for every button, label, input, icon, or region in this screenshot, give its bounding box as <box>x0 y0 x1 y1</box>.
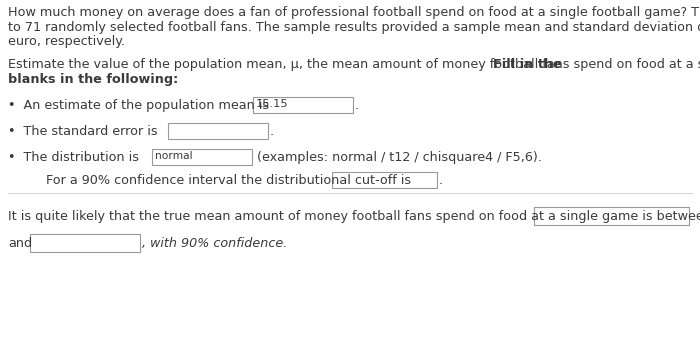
Text: .: . <box>270 125 274 138</box>
FancyBboxPatch shape <box>152 149 252 165</box>
FancyBboxPatch shape <box>168 123 268 139</box>
Text: Estimate the value of the population mean, μ, the mean amount of money football : Estimate the value of the population mea… <box>8 58 700 71</box>
Text: For a 90% confidence interval the distributional cut-off is: For a 90% confidence interval the distri… <box>30 174 411 187</box>
FancyBboxPatch shape <box>332 172 437 188</box>
FancyBboxPatch shape <box>534 207 689 225</box>
Text: , with 90% confidence.: , with 90% confidence. <box>142 237 287 249</box>
Text: (examples: normal / t12 / chisquare4 / F5,6).: (examples: normal / t12 / chisquare4 / F… <box>257 151 542 164</box>
Text: .: . <box>439 174 443 187</box>
Text: normal: normal <box>155 151 192 161</box>
Text: •  An estimate of the population mean is: • An estimate of the population mean is <box>8 99 273 112</box>
Text: euro, respectively.: euro, respectively. <box>8 35 125 48</box>
Text: to 71 randomly selected football fans. The sample results provided a sample mean: to 71 randomly selected football fans. T… <box>8 21 700 33</box>
Text: and: and <box>8 237 32 249</box>
Text: blanks in the following:: blanks in the following: <box>8 73 178 86</box>
Text: Fill in the: Fill in the <box>493 58 561 71</box>
Text: •  The standard error is: • The standard error is <box>8 125 157 138</box>
FancyBboxPatch shape <box>30 234 140 252</box>
FancyBboxPatch shape <box>253 97 353 113</box>
Text: .: . <box>355 99 359 112</box>
Text: How much money on average does a fan of professional football spend on food at a: How much money on average does a fan of … <box>8 6 700 19</box>
Text: 15.15: 15.15 <box>256 99 288 109</box>
Text: •  The distribution is: • The distribution is <box>8 151 143 164</box>
Text: It is quite likely that the true mean amount of money football fans spend on foo: It is quite likely that the true mean am… <box>8 211 700 224</box>
